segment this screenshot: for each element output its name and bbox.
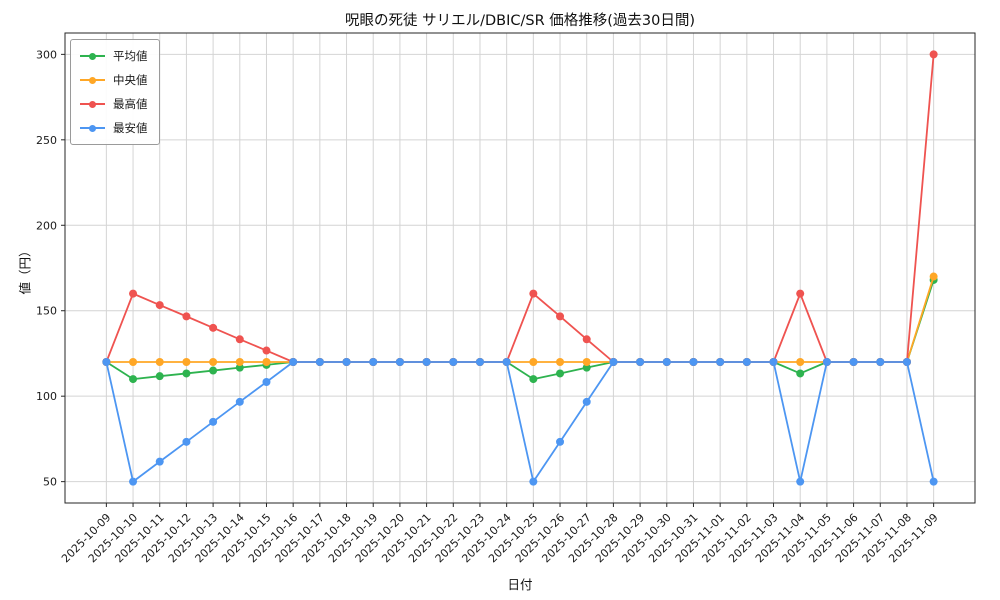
- gridlines: [65, 33, 975, 503]
- data-point-min: [662, 358, 671, 366]
- data-point-median: [235, 358, 244, 366]
- plot-border: [64, 32, 976, 504]
- legend-marker-average: [80, 52, 105, 61]
- data-point-min: [129, 477, 138, 486]
- data-point-min: [475, 358, 484, 366]
- data-point-average: [235, 363, 244, 372]
- data-point-min: [822, 358, 831, 366]
- data-point-max: [262, 346, 271, 355]
- y-tick-label: 150: [36, 305, 57, 318]
- data-point-max: [529, 289, 538, 298]
- data-point-min: [716, 358, 725, 366]
- data-point-min: [742, 358, 751, 366]
- data-point-max: [209, 323, 218, 332]
- data-point-min: [609, 358, 618, 366]
- data-point-min: [529, 477, 538, 486]
- data-point-average: [529, 375, 538, 384]
- series-max: [102, 50, 938, 366]
- data-point-min: [929, 477, 938, 486]
- data-point-min: [395, 358, 404, 366]
- data-point-max: [129, 289, 138, 298]
- legend-item-min: 最安値: [80, 120, 148, 136]
- y-axis-label: 値（円）: [17, 244, 33, 295]
- data-point-median: [556, 358, 565, 366]
- legend-label-max: 最高値: [113, 97, 148, 111]
- data-point-median: [929, 272, 938, 281]
- data-point-min: [769, 358, 778, 366]
- legend-item-median: 中央値: [80, 72, 148, 88]
- data-point-median: [182, 358, 191, 366]
- data-point-average: [209, 366, 218, 375]
- data-point-min: [315, 358, 324, 366]
- y-tick-label: 200: [36, 219, 57, 232]
- data-point-min: [289, 358, 298, 366]
- data-point-average: [582, 363, 591, 372]
- data-point-average: [129, 375, 138, 384]
- data-point-min: [902, 358, 911, 366]
- data-point-median: [129, 358, 138, 366]
- data-point-median: [209, 358, 218, 366]
- legend-marker-max: [80, 100, 105, 109]
- data-point-median: [582, 358, 591, 366]
- legend-marker-median: [80, 76, 105, 85]
- data-point-min: [449, 358, 458, 366]
- legend-label-min: 最安値: [113, 121, 148, 135]
- y-tick-label: 250: [36, 134, 57, 147]
- data-point-min: [876, 358, 885, 366]
- data-point-min: [582, 397, 591, 406]
- legend: 平均値 中央値 最高値 最安値: [70, 39, 160, 145]
- y-tick-label: 50: [43, 476, 57, 489]
- data-point-average: [556, 369, 565, 378]
- data-point-average: [182, 369, 191, 378]
- legend-label-median: 中央値: [113, 73, 148, 87]
- legend-label-average: 平均値: [113, 49, 148, 63]
- data-point-min: [849, 358, 858, 366]
- data-point-max: [929, 50, 938, 59]
- data-point-min: [556, 437, 565, 446]
- data-point-min: [422, 358, 431, 366]
- data-point-max: [155, 301, 164, 310]
- data-point-max: [235, 335, 244, 344]
- data-point-median: [155, 358, 164, 366]
- data-point-min: [235, 397, 244, 406]
- legend-item-max: 最高値: [80, 96, 148, 112]
- tick-labels: 501001502002503002025-10-092025-10-10202…: [36, 48, 941, 565]
- data-point-min: [636, 358, 645, 366]
- data-point-median: [262, 358, 271, 366]
- data-point-min: [689, 358, 698, 366]
- data-point-min: [369, 358, 378, 366]
- data-point-min: [796, 477, 805, 486]
- data-point-min: [342, 358, 351, 366]
- y-tick-label: 100: [36, 390, 57, 403]
- data-point-median: [796, 358, 805, 366]
- data-point-min: [182, 437, 191, 446]
- data-point-max: [796, 289, 805, 298]
- data-point-average: [155, 372, 164, 381]
- data-point-min: [209, 417, 218, 426]
- series-min: [102, 358, 938, 486]
- data-point-min: [262, 377, 271, 386]
- x-axis-label: 日付: [507, 577, 533, 592]
- data-point-min: [155, 457, 164, 466]
- legend-item-average: 平均値: [80, 48, 148, 64]
- data-point-min: [102, 358, 111, 366]
- axis-ticks: [61, 53, 935, 507]
- data-point-max: [582, 335, 591, 344]
- series-median: [102, 272, 938, 366]
- data-point-median: [529, 358, 538, 366]
- data-point-max: [182, 312, 191, 321]
- legend-marker-min: [80, 124, 105, 133]
- y-tick-label: 300: [36, 48, 57, 61]
- data-point-average: [796, 369, 805, 378]
- data-point-min: [502, 358, 511, 366]
- data-point-max: [556, 312, 565, 321]
- chart-title: 呪眼の死徒 サリエル/DBIC/SR 価格推移(過去30日間): [344, 13, 696, 29]
